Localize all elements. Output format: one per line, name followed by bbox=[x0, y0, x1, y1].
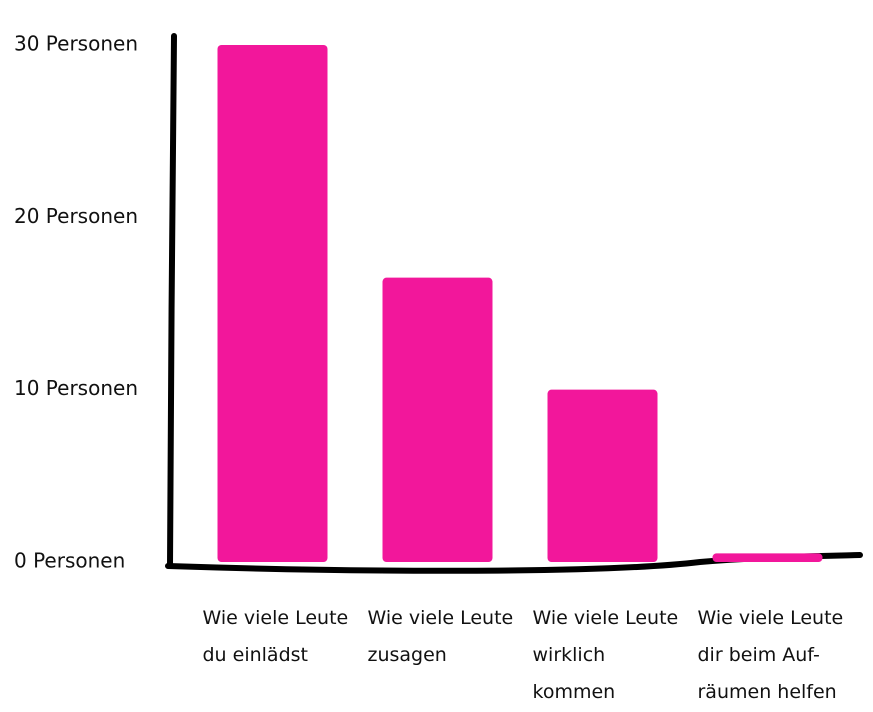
bar bbox=[217, 45, 328, 562]
bar bbox=[547, 389, 658, 562]
y-tick-label: 10 Personen bbox=[14, 376, 138, 400]
y-tick-label: 0 Personen bbox=[14, 549, 125, 573]
x-tick-label: Wie viele Leute dir beim Auf- räumen hel… bbox=[697, 607, 844, 703]
x-tick-label: Wie viele Leute wirklich kommen bbox=[532, 607, 679, 703]
y-tick-label: 20 Personen bbox=[14, 204, 138, 228]
x-tick-label: Wie viele Leute du einlädst bbox=[202, 607, 349, 666]
x-tick-label: Wie viele Leute zusagen bbox=[367, 607, 514, 666]
bar bbox=[382, 277, 493, 562]
y-axis bbox=[167, 33, 177, 569]
bar bbox=[712, 553, 823, 562]
y-tick-label: 30 Personen bbox=[14, 32, 138, 56]
